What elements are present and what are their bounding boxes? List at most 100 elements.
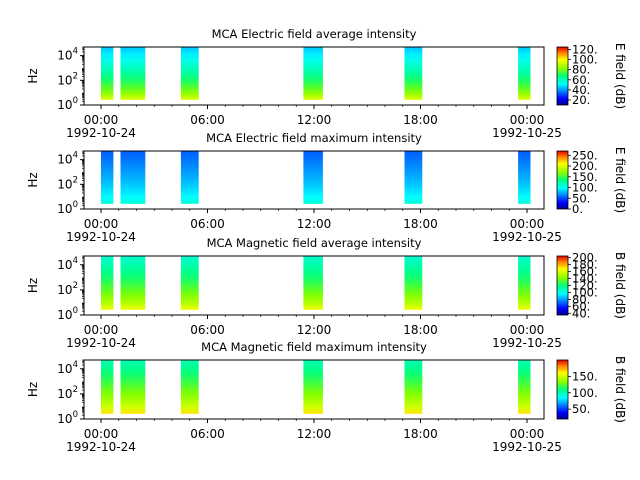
heatmap-segment (303, 360, 323, 414)
x-tick-label: 12:00 (297, 427, 332, 441)
y-axis-label: Hz (26, 278, 40, 293)
heatmap-segment (303, 256, 323, 310)
x-tick-label: 12:00 (297, 217, 332, 231)
heatmap-segment (101, 47, 114, 100)
y-tick-label: 102 (57, 385, 78, 401)
colorbar-tick-label: 180. (572, 258, 598, 272)
heatmap-segment (120, 151, 146, 204)
colorbar-tick-label: 100. (572, 285, 598, 299)
colorbar-label: E field (dB) (613, 43, 627, 109)
colorbar-tick-label: 0. (572, 202, 583, 216)
y-tick-label: 100 (57, 306, 78, 322)
x-tick-label: 06:00 (190, 217, 225, 231)
date-end-label: 1992-10-25 (492, 440, 562, 454)
colorbar-tick-label: 150. (572, 369, 598, 383)
date-start-label: 1992-10-24 (66, 230, 136, 244)
colorbar (556, 359, 569, 420)
heatmap-segment (180, 256, 199, 310)
x-tick-label: 12:00 (297, 113, 332, 127)
date-end-label: 1992-10-25 (492, 126, 562, 140)
x-tick-label: 18:00 (403, 427, 438, 441)
colorbar-tick-label: 40. (572, 306, 590, 320)
x-tick-label: 18:00 (403, 217, 438, 231)
x-tick-label: 12:00 (297, 323, 332, 337)
heatmap-segment (180, 360, 199, 414)
colorbar-tick-label: 250. (572, 148, 598, 162)
x-tick-label: 06:00 (190, 427, 225, 441)
y-tick-label: 104 (57, 256, 78, 272)
heatmap-segment (518, 360, 531, 414)
x-tick-label: 00:00 (84, 427, 119, 441)
x-tick-label: 00:00 (84, 323, 119, 337)
panel-title: MCA Electric field average intensity (212, 27, 417, 41)
y-axis-label: Hz (26, 68, 40, 83)
colorbar-tick-label: 100. (572, 181, 598, 195)
colorbar-label: B field (dB) (613, 252, 627, 319)
colorbar-tick-label: 120. (572, 279, 598, 293)
y-tick-label: 104 (57, 360, 78, 376)
heatmap-segment (120, 360, 146, 414)
panel-title: MCA Magnetic field average intensity (207, 236, 422, 250)
colorbar-tick-label: 20. (572, 93, 590, 107)
colorbar-tick-label: 200. (572, 159, 598, 173)
heatmap-segment (120, 256, 146, 310)
colorbar-tick-label: 60. (572, 73, 590, 87)
heatmap-segment (303, 47, 323, 100)
date-end-label: 1992-10-25 (492, 230, 562, 244)
y-tick-label: 102 (57, 281, 78, 297)
x-tick-label: 18:00 (403, 323, 438, 337)
colorbar-tick-label: 160. (572, 265, 598, 279)
heatmap-segment (180, 151, 199, 204)
heatmap-segment (101, 360, 114, 414)
date-start-label: 1992-10-24 (66, 336, 136, 350)
heatmap-segment (518, 256, 531, 310)
y-axis-label: Hz (26, 382, 40, 397)
y-tick-label: 102 (57, 71, 78, 87)
y-axis-label: Hz (26, 172, 40, 187)
y-tick-label: 100 (57, 96, 78, 112)
panel-title: MCA Magnetic field maximum intensity (201, 340, 427, 354)
heatmap-segment (404, 256, 423, 310)
x-tick-label: 00:00 (84, 217, 119, 231)
x-tick-label: 06:00 (190, 113, 225, 127)
heatmap-segment (404, 360, 423, 414)
y-tick-label: 100 (57, 200, 78, 216)
date-start-label: 1992-10-24 (66, 440, 136, 454)
colorbar-tick-label: 50. (572, 402, 590, 416)
colorbar-tick-label: 120. (572, 43, 598, 57)
colorbar (556, 46, 569, 106)
colorbar-tick-label: 80. (572, 292, 590, 306)
colorbar (556, 150, 569, 210)
date-end-label: 1992-10-25 (492, 336, 562, 350)
colorbar-tick-label: 100. (572, 53, 598, 67)
x-tick-label: 00:00 (510, 323, 545, 337)
panel-title: MCA Electric field maximum intensity (206, 131, 422, 145)
x-tick-label: 18:00 (403, 113, 438, 127)
heatmap-segment (180, 47, 199, 100)
heatmap-segment (303, 151, 323, 204)
heatmap-segment (404, 47, 423, 100)
heatmap-segment (120, 47, 146, 100)
x-tick-label: 00:00 (84, 113, 119, 127)
heatmap-segment (101, 151, 114, 204)
y-tick-label: 104 (57, 151, 78, 167)
y-tick-label: 102 (57, 175, 78, 191)
heatmap-segment (518, 47, 531, 100)
colorbar-tick-label: 150. (572, 170, 598, 184)
heatmap-segment (101, 256, 114, 310)
heatmap-segment (404, 151, 423, 204)
colorbar-tick-label: 80. (572, 63, 590, 77)
x-tick-label: 06:00 (190, 323, 225, 337)
x-tick-label: 00:00 (510, 427, 545, 441)
colorbar-tick-label: 40. (572, 83, 590, 97)
heatmap-segment (518, 151, 531, 204)
colorbar-tick-label: 100. (572, 386, 598, 400)
y-tick-label: 100 (57, 410, 78, 426)
x-tick-label: 00:00 (510, 217, 545, 231)
colorbar-tick-label: 50. (572, 191, 590, 205)
date-start-label: 1992-10-24 (66, 126, 136, 140)
colorbar-tick-label: 60. (572, 299, 590, 313)
x-tick-label: 00:00 (510, 113, 545, 127)
